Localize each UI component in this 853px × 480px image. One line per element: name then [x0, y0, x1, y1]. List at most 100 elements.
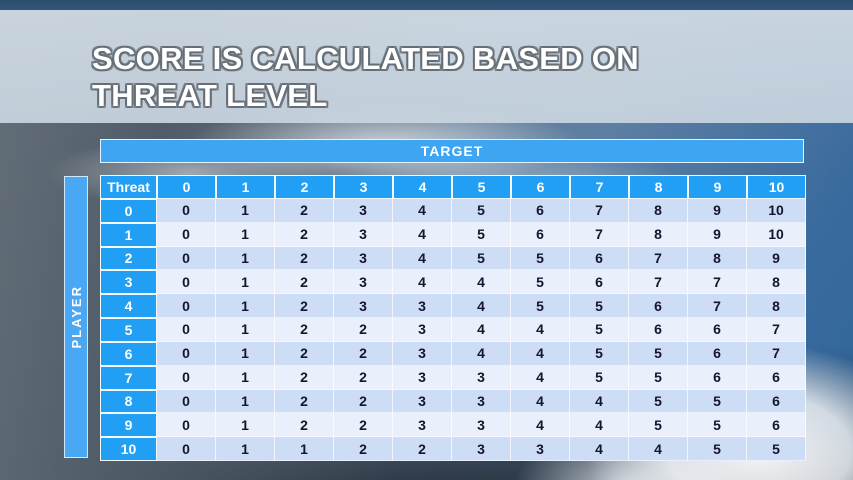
- score-cell-r3-c5: 4: [452, 270, 511, 295]
- score-cell-r4-c2: 2: [275, 294, 334, 318]
- score-cell-r7-c4: 3: [393, 365, 452, 390]
- score-cell-r0-c4: 4: [393, 198, 452, 223]
- score-cell-r5-c9: 6: [688, 318, 747, 342]
- score-cell-r10-c0: 0: [157, 437, 216, 461]
- score-cell-r2-c4: 4: [393, 246, 452, 271]
- score-cell-r6-c2: 2: [275, 341, 334, 366]
- score-cell-r3-c7: 6: [570, 270, 629, 295]
- score-cell-r2-c9: 8: [688, 246, 747, 271]
- score-cell-r9-c5: 3: [452, 413, 511, 438]
- score-cell-r7-c6: 4: [511, 365, 570, 390]
- score-cell-r1-c1: 1: [216, 222, 275, 247]
- score-cell-r2-c2: 2: [275, 246, 334, 271]
- score-cell-r8-c6: 4: [511, 389, 570, 414]
- row-label-9: 9: [100, 413, 157, 438]
- column-header-10: 10: [747, 175, 806, 199]
- row-label-4: 4: [100, 294, 157, 318]
- score-cell-r4-c9: 7: [688, 294, 747, 318]
- score-cell-r7-c5: 3: [452, 365, 511, 390]
- score-cell-r10-c3: 2: [334, 437, 393, 461]
- score-cell-r2-c1: 1: [216, 246, 275, 271]
- score-cell-r5-c10: 7: [747, 318, 806, 342]
- row-label-3: 3: [100, 270, 157, 295]
- score-cell-r4-c0: 0: [157, 294, 216, 318]
- score-cell-r5-c0: 0: [157, 318, 216, 342]
- score-cell-r10-c9: 5: [688, 437, 747, 461]
- score-cell-r0-c2: 2: [275, 198, 334, 223]
- score-cell-r10-c1: 1: [216, 437, 275, 461]
- score-cell-r10-c5: 3: [452, 437, 511, 461]
- score-cell-r1-c7: 7: [570, 222, 629, 247]
- score-cell-r9-c10: 6: [747, 413, 806, 438]
- score-cell-r3-c0: 0: [157, 270, 216, 295]
- score-cell-r7-c3: 2: [334, 365, 393, 390]
- column-header-2: 2: [275, 175, 334, 199]
- score-cell-r2-c8: 7: [629, 246, 688, 271]
- score-cell-r5-c1: 1: [216, 318, 275, 342]
- row-label-6: 6: [100, 341, 157, 366]
- score-cell-r10-c2: 1: [275, 437, 334, 461]
- score-cell-r2-c10: 9: [747, 246, 806, 271]
- row-label-7: 7: [100, 365, 157, 390]
- column-header-7: 7: [570, 175, 629, 199]
- score-cell-r9-c1: 1: [216, 413, 275, 438]
- target-axis-label: TARGET: [420, 143, 484, 159]
- score-cell-r8-c0: 0: [157, 389, 216, 414]
- score-cell-r9-c8: 5: [629, 413, 688, 438]
- score-cell-r1-c2: 2: [275, 222, 334, 247]
- score-cell-r6-c4: 3: [393, 341, 452, 366]
- column-header-6: 6: [511, 175, 570, 199]
- row-label-5: 5: [100, 318, 157, 342]
- score-cell-r3-c2: 2: [275, 270, 334, 295]
- score-cell-r2-c6: 5: [511, 246, 570, 271]
- score-cell-r7-c0: 0: [157, 365, 216, 390]
- score-cell-r6-c3: 2: [334, 341, 393, 366]
- column-header-3: 3: [334, 175, 393, 199]
- score-cell-r3-c3: 3: [334, 270, 393, 295]
- score-cell-r4-c10: 8: [747, 294, 806, 318]
- column-header-9: 9: [688, 175, 747, 199]
- row-label-10: 10: [100, 437, 157, 461]
- score-cell-r6-c9: 6: [688, 341, 747, 366]
- score-cell-r9-c4: 3: [393, 413, 452, 438]
- score-cell-r0-c6: 6: [511, 198, 570, 223]
- corner-header-threat: Threat: [100, 175, 157, 199]
- score-cell-r1-c9: 9: [688, 222, 747, 247]
- score-cell-r6-c6: 4: [511, 341, 570, 366]
- score-cell-r9-c0: 0: [157, 413, 216, 438]
- score-cell-r3-c8: 7: [629, 270, 688, 295]
- score-cell-r8-c9: 5: [688, 389, 747, 414]
- score-cell-r9-c2: 2: [275, 413, 334, 438]
- score-cell-r6-c1: 1: [216, 341, 275, 366]
- score-cell-r1-c4: 4: [393, 222, 452, 247]
- score-cell-r3-c6: 5: [511, 270, 570, 295]
- score-cell-r8-c10: 6: [747, 389, 806, 414]
- score-cell-r5-c8: 6: [629, 318, 688, 342]
- score-cell-r5-c5: 4: [452, 318, 511, 342]
- score-cell-r10-c6: 3: [511, 437, 570, 461]
- score-cell-r5-c2: 2: [275, 318, 334, 342]
- score-cell-r6-c8: 5: [629, 341, 688, 366]
- row-label-8: 8: [100, 389, 157, 414]
- score-table: Threat 0 1 2 3 4 5 6 7 8 9 10 0 0 1 2 3 4 5 6 7 8 9 10 1 0 1 2 3 4 5 6 7…: [100, 175, 806, 461]
- score-cell-r9-c3: 2: [334, 413, 393, 438]
- score-cell-r0-c7: 7: [570, 198, 629, 223]
- score-cell-r0-c1: 1: [216, 198, 275, 223]
- score-cell-r1-c6: 6: [511, 222, 570, 247]
- score-cell-r1-c5: 5: [452, 222, 511, 247]
- title-band: SCORE IS CALCULATED BASED ON THREAT LEVE…: [0, 10, 853, 123]
- score-cell-r8-c2: 2: [275, 389, 334, 414]
- score-cell-r4-c6: 5: [511, 294, 570, 318]
- page-title-line-1: SCORE IS CALCULATED BASED ON: [92, 41, 639, 76]
- score-cell-r5-c6: 4: [511, 318, 570, 342]
- score-cell-r9-c6: 4: [511, 413, 570, 438]
- score-cell-r2-c3: 3: [334, 246, 393, 271]
- column-header-4: 4: [393, 175, 452, 199]
- column-header-8: 8: [629, 175, 688, 199]
- score-cell-r7-c9: 6: [688, 365, 747, 390]
- score-cell-r0-c10: 10: [747, 198, 806, 223]
- score-cell-r0-c9: 9: [688, 198, 747, 223]
- page-title: SCORE IS CALCULATED BASED ON THREAT LEVE…: [92, 40, 639, 114]
- player-axis-header: PLAYER: [64, 176, 88, 458]
- score-cell-r9-c9: 5: [688, 413, 747, 438]
